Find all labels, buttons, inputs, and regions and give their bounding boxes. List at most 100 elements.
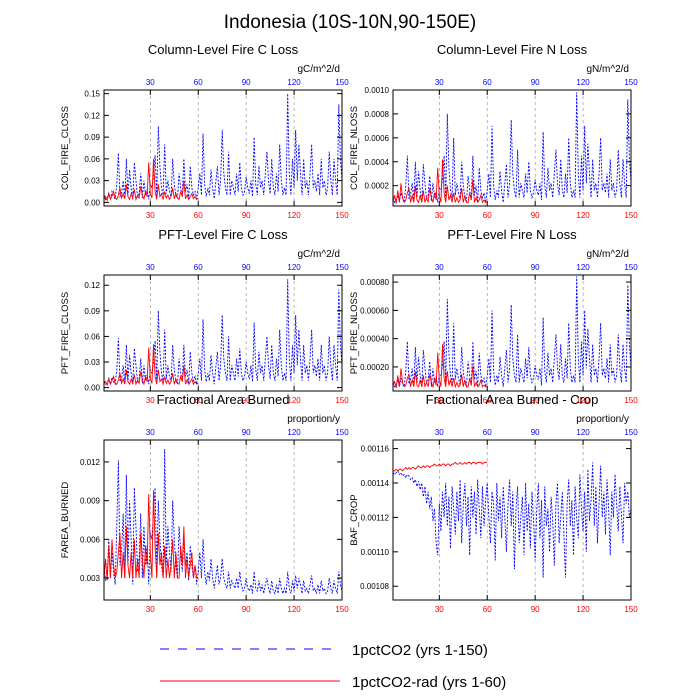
units-label: gC/m^2/d — [298, 249, 341, 260]
x-tick-label-bottom: 120 — [287, 396, 301, 405]
plot-frame — [392, 89, 632, 207]
x-tick-label-top: 60 — [194, 263, 203, 272]
x-tick-label-bottom: 120 — [287, 211, 301, 220]
y-axis-label: PFT_FIRE_CLOSS — [60, 292, 71, 374]
x-tick-label-bottom: 150 — [335, 396, 349, 405]
units-label: gN/m^2/d — [587, 64, 630, 75]
x-tick-label-top: 60 — [483, 78, 492, 87]
x-tick-label-bottom: 30 — [435, 211, 444, 220]
y-axis-label: COL_FIRE_NLOSS — [349, 106, 360, 190]
x-tick-label-top: 150 — [335, 78, 349, 87]
x-tick-label-top: 30 — [435, 428, 444, 437]
x-tick-label-bottom: 60 — [194, 605, 203, 614]
x-tick-label-top: 60 — [194, 78, 203, 87]
plot-frame — [392, 439, 632, 601]
y-tick-label: 0.0002 — [365, 182, 390, 191]
series-line-1pctco2 — [393, 92, 631, 205]
y-tick-label: 0.00 — [84, 198, 100, 207]
y-tick-label: 0.00 — [84, 384, 100, 393]
x-tick-label-bottom: 60 — [483, 396, 492, 405]
units-label: proportion/y — [287, 414, 340, 425]
legend: 1pctCO2 (yrs 1-150) 1pctCO2-rad (yrs 1-6… — [160, 642, 506, 691]
y-tick-label: 0.06 — [84, 155, 100, 164]
panel-title: Fractional Area Burned — [157, 392, 290, 407]
panel-column-level-fire-c-loss: Column-Level Fire C Loss gC/m^2/d COL_FIRE… — [60, 42, 349, 220]
x-tick-label-top: 90 — [242, 263, 251, 272]
legend-label-1pctco2: 1pctCO2 (yrs 1-150) — [352, 642, 488, 659]
x-tick-label-bottom: 90 — [531, 396, 540, 405]
x-tick-label-bottom: 150 — [335, 211, 349, 220]
y-tick-label: 0.00040 — [360, 335, 389, 344]
x-tick-label-bottom: 120 — [576, 396, 590, 405]
y-tick-label: 0.003 — [80, 574, 101, 583]
x-tick-label-top: 120 — [287, 428, 301, 437]
series-line-1pctco2-rad — [393, 344, 488, 389]
panel-pft-level-fire-c-loss: PFT-Level Fire C Loss gC/m^2/d PFT_FIRE_CL… — [60, 227, 349, 405]
x-tick-label-bottom: 60 — [483, 211, 492, 220]
y-axis-label: BAF_CROP — [349, 494, 360, 545]
x-tick-label-top: 90 — [531, 428, 540, 437]
x-tick-label-top: 30 — [146, 78, 155, 87]
x-tick-label-bottom: 120 — [287, 605, 301, 614]
x-tick-label-bottom: 60 — [483, 605, 492, 614]
y-tick-label: 0.012 — [80, 458, 101, 467]
x-tick-label-bottom: 150 — [335, 605, 349, 614]
x-tick-label-bottom: 90 — [242, 396, 251, 405]
y-tick-label: 0.00110 — [361, 548, 390, 557]
x-tick-label-top: 60 — [483, 263, 492, 272]
series-line-1pctco2-rad — [393, 461, 488, 472]
x-tick-label-bottom: 30 — [146, 211, 155, 220]
panel-title: Column-Level Fire C Loss — [148, 42, 299, 57]
x-tick-label-top: 120 — [287, 78, 301, 87]
x-tick-label-top: 30 — [146, 428, 155, 437]
y-tick-label: 0.03 — [84, 358, 100, 367]
plot-frame — [392, 274, 632, 392]
legend-label-1pctco2-rad: 1pctCO2-rad (yrs 1-60) — [352, 674, 506, 691]
x-tick-label-top: 120 — [287, 263, 301, 272]
x-tick-label-top: 90 — [531, 263, 540, 272]
x-tick-label-bottom: 90 — [531, 211, 540, 220]
figure-title: Indonesia (10S-10N,90-150E) — [224, 12, 476, 33]
x-tick-label-top: 30 — [435, 263, 444, 272]
x-tick-label-top: 120 — [576, 428, 590, 437]
y-axis-label: COL_FIRE_CLOSS — [60, 106, 71, 190]
x-tick-label-bottom: 150 — [624, 605, 638, 614]
x-tick-label-bottom: 60 — [194, 211, 203, 220]
y-axis-label: FAREA_BURNED — [60, 482, 71, 559]
series-line-1pctco2-rad — [104, 344, 199, 387]
x-tick-label-bottom: 30 — [435, 605, 444, 614]
series-line-1pctco2-rad — [104, 490, 199, 581]
x-tick-label-bottom: 150 — [624, 211, 638, 220]
y-tick-label: 0.0006 — [365, 134, 390, 143]
x-tick-label-top: 60 — [194, 428, 203, 437]
x-tick-label-top: 150 — [624, 263, 638, 272]
panel-title: Fractional Area Burned - Crop — [426, 392, 599, 407]
y-tick-label: 0.00112 — [361, 513, 390, 522]
y-tick-label: 0.00080 — [360, 278, 389, 287]
x-tick-label-top: 150 — [624, 78, 638, 87]
y-tick-label: 0.00114 — [361, 479, 390, 488]
panel-title: Column-Level Fire N Loss — [437, 42, 588, 57]
x-tick-label-bottom: 60 — [194, 396, 203, 405]
x-tick-label-top: 90 — [242, 78, 251, 87]
y-tick-label: 0.0010 — [365, 86, 390, 95]
x-tick-label-bottom: 30 — [435, 396, 444, 405]
series-line-1pctco2 — [104, 449, 342, 596]
y-tick-label: 0.006 — [80, 535, 101, 544]
panel-fractional-area-burned-crop: Fractional Area Burned - Crop proportion/… — [349, 392, 638, 614]
y-tick-label: 0.03 — [84, 177, 100, 186]
x-tick-label-top: 150 — [624, 428, 638, 437]
y-tick-label: 0.00020 — [360, 363, 389, 372]
series-line-1pctco2 — [104, 279, 342, 386]
x-tick-label-top: 30 — [435, 78, 444, 87]
panel-fractional-area-burned: Fractional Area Burned proportion/y FAREA_… — [60, 392, 349, 614]
y-tick-label: 0.09 — [84, 133, 100, 142]
y-tick-label: 0.00116 — [361, 445, 390, 454]
series-line-1pctco2 — [104, 93, 342, 201]
series-line-1pctco2-rad — [104, 158, 199, 202]
y-tick-label: 0.15 — [84, 90, 100, 99]
plot-frame — [103, 439, 343, 601]
y-tick-label: 0.0008 — [365, 110, 390, 119]
series-line-1pctco2 — [393, 462, 631, 578]
